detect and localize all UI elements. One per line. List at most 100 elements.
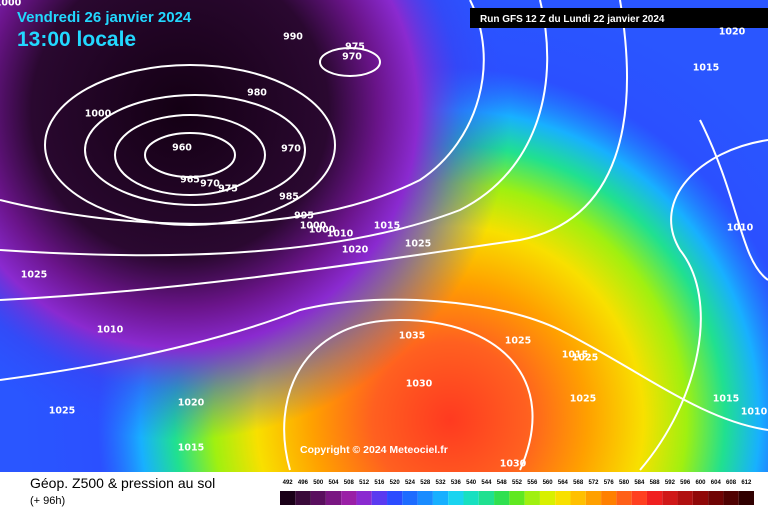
scale-label: 564 [558,480,569,486]
scale-swatch [509,491,525,505]
isobar-label: 1025 [49,406,75,417]
scale-label: 496 [298,480,309,486]
scale-label: 608 [726,480,737,486]
scale-label: 612 [741,480,752,486]
scale-swatch [585,491,602,505]
scale-swatch [494,491,510,505]
isobar-label: 1015 [713,394,739,405]
scale-label: 528 [420,480,431,486]
scale-swatch [356,491,372,505]
isobar-label: 1010 [741,407,768,418]
isobar-label: 1015 [178,443,204,454]
scale-label: 548 [497,480,508,486]
scale-swatch [601,491,617,505]
isobar-label: 1025 [505,336,531,347]
isobar-label: 1035 [399,331,425,342]
isobar-label: 995 [294,211,314,222]
legend-lead: (+ 96h) [30,495,65,507]
scale-swatch [448,491,464,505]
scale-swatch [341,491,357,505]
scale-swatch [539,491,556,505]
isobar-label: 985 [279,192,299,203]
isobar-label: 1020 [719,27,746,38]
scale-swatch [371,491,388,505]
isobar-label: 975 [218,184,238,195]
scale-label: 536 [451,480,462,486]
scale-label: 524 [405,480,416,486]
isobar-label: 1030 [406,379,433,390]
scale-label: 544 [481,480,492,486]
scale-label: 580 [619,480,630,486]
scale-swatch [616,491,632,505]
scale-label: 512 [359,480,370,486]
scale-swatch [402,491,418,505]
scale-swatch [723,491,739,505]
map-time: 13:00 locale [17,28,136,51]
scale-label: 532 [436,480,447,486]
scale-swatch [662,491,678,505]
scale-swatch [646,491,663,505]
isobars [0,0,768,471]
isobar-label: 970 [342,52,362,63]
map-date: Vendredi 26 janvier 2024 [17,9,192,26]
scale-swatch [387,491,403,505]
legend-title: Géop. Z500 & pression au sol [30,475,215,491]
scale-label: 568 [573,480,584,486]
scale-label: 492 [283,480,294,486]
scale-swatch [692,491,709,505]
scale-swatch [677,491,693,505]
scale-swatch [708,491,724,505]
scale-swatch [280,491,296,505]
isobar-label: 1000 [0,0,22,9]
scale-label: 572 [588,480,599,486]
scale-swatch [570,491,586,505]
scale-label: 552 [512,480,523,486]
scale-label: 520 [390,480,401,486]
isobar-label: 1010 [327,229,354,240]
scale-swatch [325,491,342,505]
isobar-label: 1010 [727,223,754,234]
isobar-label: 1015 [374,221,400,232]
scale-label: 576 [604,480,615,486]
isobar-label: 980 [247,88,267,99]
scale-swatch [631,491,647,505]
scale-label: 500 [313,480,324,486]
run-info: Run GFS 12 Z du Lundi 22 janvier 2024 [480,14,665,25]
isobar-label: 1000 [300,221,327,232]
isobar-label: 1025 [570,394,596,405]
isobar-label: 1025 [405,239,431,250]
isobar-label: 1000 [85,109,112,120]
isobar-label: 970 [200,179,220,190]
isobar-label: 1010 [97,325,124,336]
scale-swatch [295,491,311,505]
scale-label: 596 [680,480,691,486]
isobar-label: 1020 [342,245,369,256]
isobar-label: 1015 [693,63,719,74]
scale-label: 588 [650,480,661,486]
scale-swatch [524,491,540,505]
scale-swatch [478,491,495,505]
scale-swatch [738,491,754,505]
isobar-label: 1015 [562,350,588,361]
scale-label: 508 [344,480,355,486]
scale-swatch [432,491,449,505]
scale-swatch [417,491,433,505]
isobar-label: 960 [172,143,192,154]
scale-swatch [555,491,571,505]
scale-label: 592 [665,480,676,486]
isobar-label: 1000 [309,225,336,236]
scale-swatch [463,491,479,505]
scale-label: 540 [466,480,477,486]
scale-label: 504 [329,480,340,486]
scale-swatch [310,491,326,505]
isobar-label: 1030 [500,459,527,470]
scale-label: 584 [634,480,645,486]
run-box [470,8,768,28]
copyright: Copyright © 2024 Meteociel.fr [300,444,448,456]
isobar-label: 975 [345,42,365,53]
isobar-label: 965 [180,175,200,186]
scale-label: 556 [527,480,538,486]
isobar-label: 1025 [21,270,47,281]
isobar-label: 1025 [572,353,598,364]
